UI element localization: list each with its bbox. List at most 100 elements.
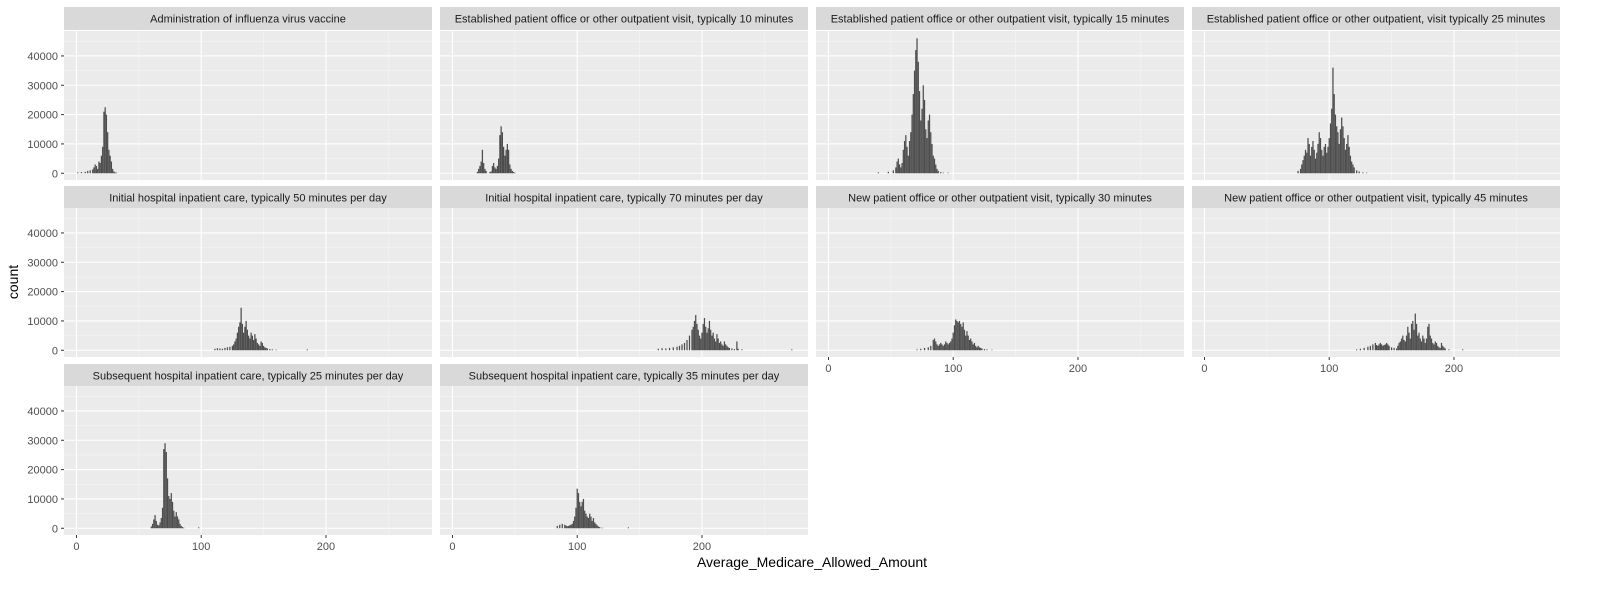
histogram-bar [1400, 338, 1403, 351]
histogram-bar [1343, 138, 1345, 174]
histogram-bar [668, 347, 671, 351]
histogram-bar [913, 70, 916, 174]
histogram-bar [741, 349, 743, 351]
histogram-bar [244, 326, 246, 351]
histogram-bar [150, 526, 152, 529]
histogram-bar [1316, 152, 1318, 174]
y-tick-label: 30000 [27, 80, 58, 92]
histogram-bar [575, 507, 577, 529]
histogram-bar [936, 344, 938, 351]
facet-panel: Initial hospital inpatient care, typical… [27, 186, 432, 357]
histogram-bar [256, 342, 258, 351]
histogram-bar [1308, 143, 1310, 174]
histogram-bar [698, 335, 701, 351]
histogram-bar [672, 347, 674, 351]
histogram-bar [980, 347, 982, 351]
histogram-bar [948, 342, 951, 351]
histogram-bar [916, 349, 918, 351]
histogram-bar [1314, 158, 1317, 174]
histogram-bar [479, 165, 481, 174]
facet-title: Established patient office or other outp… [1207, 14, 1546, 26]
histogram-bar [683, 342, 686, 351]
histogram-bar [733, 349, 736, 351]
x-tick-label: 0 [449, 541, 455, 553]
panel-background [816, 208, 1184, 357]
histogram-bar [692, 326, 694, 351]
histogram-bar [947, 344, 949, 351]
histogram-bar [936, 168, 938, 174]
histogram-bar [926, 138, 928, 174]
histogram-bar [955, 319, 957, 351]
panel-background [440, 31, 808, 180]
histogram-bar [968, 339, 971, 351]
histogram-bar [1378, 344, 1380, 351]
histogram-bar [77, 172, 79, 174]
histogram-bar [940, 172, 942, 174]
histogram-bar [935, 164, 937, 174]
histogram-bar [1434, 341, 1436, 351]
histogram-bar [1336, 126, 1338, 174]
histogram-bar [243, 332, 245, 351]
histogram-bar [941, 344, 943, 351]
histogram-bar [1443, 347, 1445, 351]
histogram-bar [967, 335, 969, 351]
histogram-bar [691, 329, 693, 351]
histogram-bar [265, 347, 267, 351]
histogram-bar [1358, 171, 1360, 174]
facet-strip [816, 186, 1184, 209]
histogram-bar [599, 527, 601, 529]
histogram-bar [937, 345, 939, 351]
histogram-bar [502, 146, 505, 174]
histogram-bar [971, 341, 973, 351]
histogram-bar [966, 331, 968, 351]
histogram-bar [910, 132, 912, 174]
histogram-bar [512, 172, 515, 174]
histogram-bar [564, 524, 566, 529]
histogram-bar [1342, 126, 1344, 174]
histogram-bar [582, 498, 585, 529]
x-tick-label: 0 [1201, 363, 1207, 375]
histogram-bar [1444, 348, 1446, 351]
histogram-bar [510, 168, 512, 174]
facet-panel: Administration of influenza virus vaccin… [27, 7, 432, 180]
histogram-bar [1422, 335, 1424, 351]
histogram-bar [1377, 345, 1379, 351]
histogram-bar [1303, 155, 1305, 174]
histogram-bar [1398, 342, 1400, 351]
facet-title: Administration of influenza virus vaccin… [150, 14, 346, 26]
histogram-bar [84, 171, 86, 174]
histogram-bar [102, 146, 104, 174]
histogram-bar [708, 320, 711, 351]
y-tick-label: 0 [52, 345, 58, 357]
histogram-bar [166, 478, 169, 529]
histogram-bar [271, 349, 273, 351]
histogram-bar [1321, 149, 1323, 174]
histogram-bar [239, 322, 241, 351]
histogram-bar [257, 344, 260, 351]
histogram-bar [932, 339, 934, 351]
histogram-bar [1385, 342, 1388, 351]
histogram-bar [905, 135, 907, 174]
facet-strip [816, 7, 1184, 30]
histogram-bar [1306, 152, 1308, 174]
histogram-bar [1369, 345, 1372, 351]
histogram-bar [1430, 338, 1433, 351]
x-tick-label: 100 [1320, 363, 1338, 375]
facet-panel: Initial hospital inpatient care, typical… [440, 186, 808, 357]
histogram-bar [1339, 129, 1342, 174]
histogram-bar [97, 168, 99, 174]
histogram-bar [728, 347, 731, 351]
histogram-bar [901, 162, 903, 174]
histogram-bar [245, 320, 247, 351]
histogram-bar [1324, 143, 1327, 174]
histogram-bar [921, 108, 923, 174]
histogram-bar [943, 344, 946, 351]
histogram-bar [942, 345, 944, 351]
histogram-bar [1428, 323, 1430, 351]
histogram-bar [1313, 149, 1315, 174]
histogram-bar [688, 335, 691, 351]
histogram-bar [1403, 339, 1405, 351]
y-tick-label: 40000 [27, 228, 58, 240]
histogram-bar [920, 120, 922, 174]
